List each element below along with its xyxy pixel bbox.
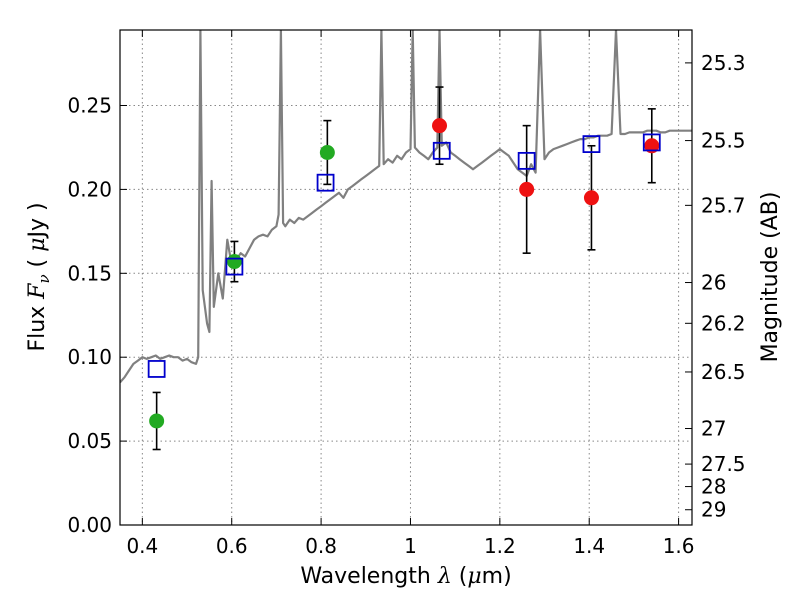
x-tick-label: 1.2	[484, 534, 516, 558]
x-axis-label: Wavelength λ (μm)	[300, 564, 511, 589]
y2-tick-label: 25.7	[701, 193, 746, 217]
plot-frame	[119, 29, 693, 526]
red-point	[519, 181, 535, 197]
y2-tick-label: 28	[701, 475, 726, 499]
y2-tick-label: 25.3	[701, 51, 746, 75]
y2-tick-label: 26	[701, 271, 726, 295]
red-point	[583, 190, 599, 206]
y-tick-label: 0.00	[67, 513, 112, 537]
x-tick-label: 0.8	[305, 534, 337, 558]
y2-tick-label: 26.2	[701, 311, 746, 335]
x-tick-label: 1.6	[663, 534, 695, 558]
green-point	[226, 254, 242, 270]
model-point-square	[316, 173, 335, 192]
x-tick-label: 0.6	[216, 534, 248, 558]
green-point	[319, 144, 335, 160]
model-point-square	[642, 133, 661, 152]
grid	[120, 30, 692, 526]
axis-ticks: 0.4 0.6 0.8 1 1.2 1.4 1.6 0.00 0.05 0.10 0.15 0.20 0…	[67, 30, 746, 558]
x-tick-label: 0.4	[126, 534, 158, 558]
red-point	[432, 118, 448, 134]
x-tick-label: 1	[404, 534, 417, 558]
y2-tick-label: 27	[701, 417, 726, 441]
y2-axis-label: Magnitude (AB)	[758, 192, 783, 363]
y2-tick-label: 26.5	[701, 360, 746, 384]
y2-tick-label: 25.5	[701, 129, 746, 153]
y2-tick-label: 29	[701, 498, 726, 522]
green-point	[149, 413, 165, 429]
model-point-square	[147, 360, 166, 378]
model-point-square	[582, 135, 601, 154]
model-point-square	[432, 141, 451, 160]
y-tick-label: 0.25	[67, 94, 112, 118]
y-tick-label: 0.20	[67, 177, 112, 201]
model-spectrum-line	[120, 30, 692, 384]
y-tick-label: 0.05	[67, 429, 112, 453]
y-tick-label: 0.10	[67, 345, 112, 369]
y-tick-label: 0.15	[67, 261, 112, 285]
y2-tick-label: 27.5	[701, 452, 746, 476]
x-tick-label: 1.4	[573, 534, 605, 558]
model-spectrum	[120, 30, 692, 384]
model-point-square	[225, 257, 244, 276]
y-axis-label: Flux Fν ( μJy )	[25, 202, 53, 351]
data-points	[147, 86, 661, 451]
model-point-square	[517, 151, 536, 170]
